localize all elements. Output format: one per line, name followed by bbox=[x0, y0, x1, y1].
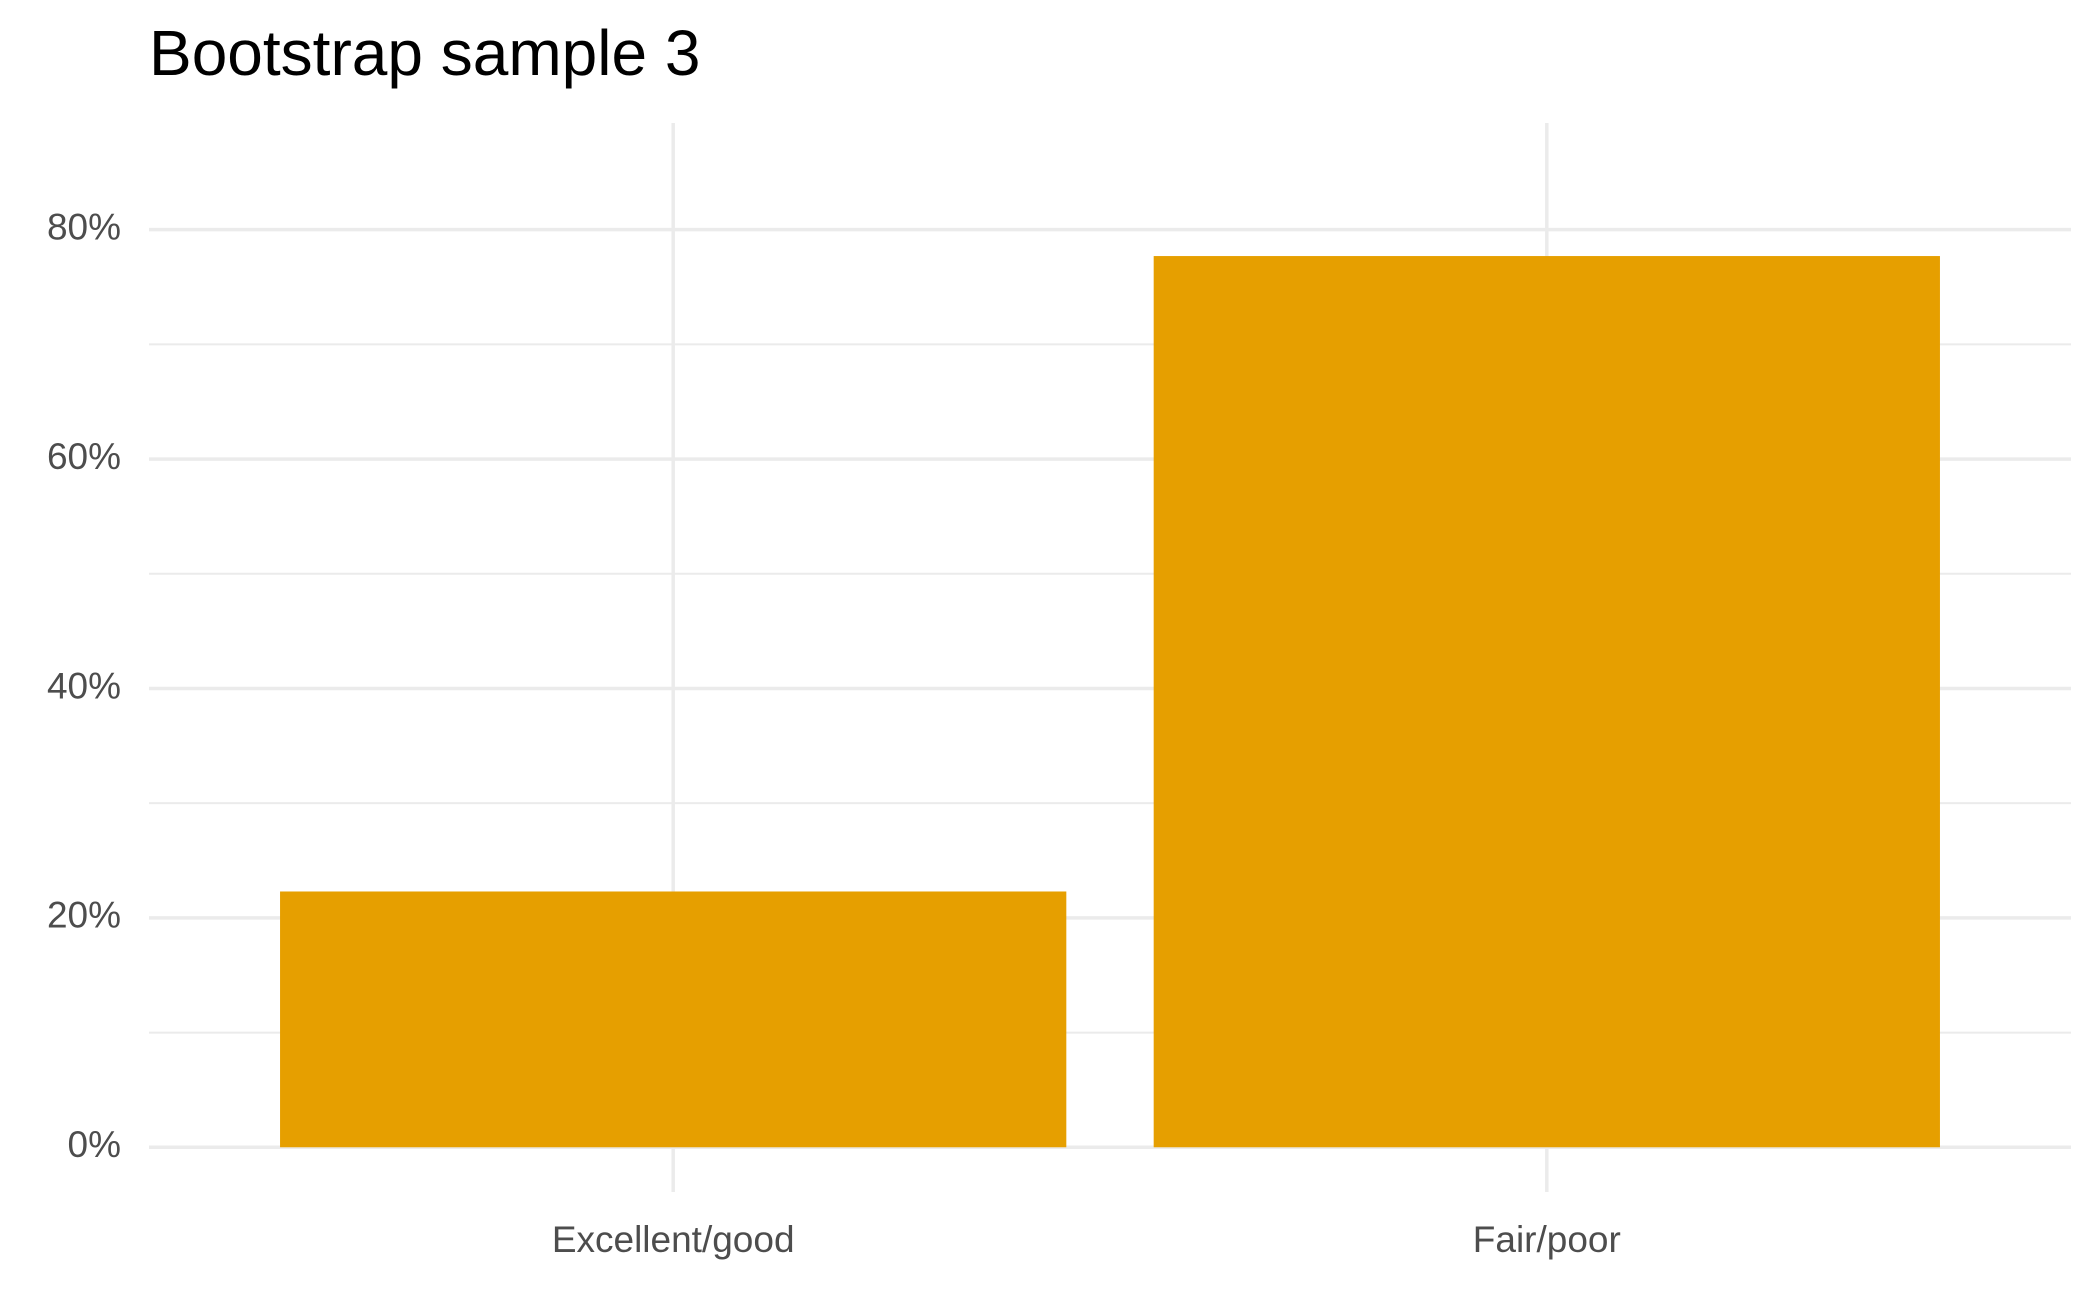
chart-title: Bootstrap sample 3 bbox=[149, 17, 700, 89]
y-tick-label: 40% bbox=[47, 665, 121, 706]
bar bbox=[280, 891, 1067, 1148]
x-tick-label: Fair/poor bbox=[1473, 1219, 1621, 1260]
x-tick-label: Excellent/good bbox=[552, 1219, 795, 1260]
y-tick-label: 0% bbox=[68, 1124, 121, 1165]
bar bbox=[1153, 256, 1940, 1148]
y-tick-label: 60% bbox=[47, 436, 121, 477]
y-tick-label: 20% bbox=[47, 895, 121, 936]
y-tick-label: 80% bbox=[47, 206, 121, 247]
